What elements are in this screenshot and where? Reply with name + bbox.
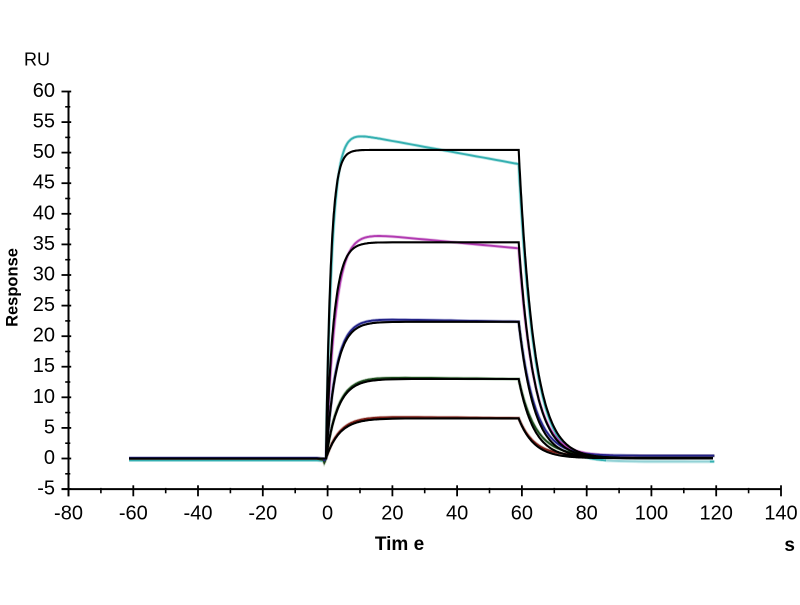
svg-text:140: 140 (764, 503, 797, 525)
svg-text:100: 100 (635, 503, 668, 525)
svg-text:30: 30 (33, 264, 55, 286)
svg-text:0: 0 (44, 447, 55, 469)
svg-text:-60: -60 (119, 503, 148, 525)
svg-text:20: 20 (33, 325, 55, 347)
svg-text:0: 0 (322, 503, 333, 525)
svg-text:10: 10 (33, 386, 55, 408)
svg-text:40: 40 (446, 503, 468, 525)
svg-text:35: 35 (33, 233, 55, 255)
svg-text:s: s (784, 535, 795, 556)
svg-text:5: 5 (44, 416, 55, 438)
svg-text:60: 60 (511, 503, 533, 525)
svg-text:20: 20 (381, 503, 403, 525)
svg-text:15: 15 (33, 355, 55, 377)
svg-text:40: 40 (33, 202, 55, 224)
svg-text:Tim e: Tim e (375, 534, 424, 555)
svg-text:50: 50 (33, 141, 55, 163)
svg-text:Response: Response (4, 248, 22, 327)
svg-text:25: 25 (33, 294, 55, 316)
svg-text:120: 120 (700, 503, 733, 525)
svg-text:-80: -80 (54, 503, 83, 525)
svg-text:55: 55 (33, 111, 55, 133)
svg-text:RU: RU (24, 50, 50, 70)
svg-text:60: 60 (33, 80, 55, 102)
svg-text:-20: -20 (248, 503, 277, 525)
svg-text:80: 80 (576, 503, 598, 525)
svg-text:-5: -5 (37, 478, 55, 500)
svg-text:45: 45 (33, 172, 55, 194)
svg-text:-40: -40 (184, 503, 213, 525)
